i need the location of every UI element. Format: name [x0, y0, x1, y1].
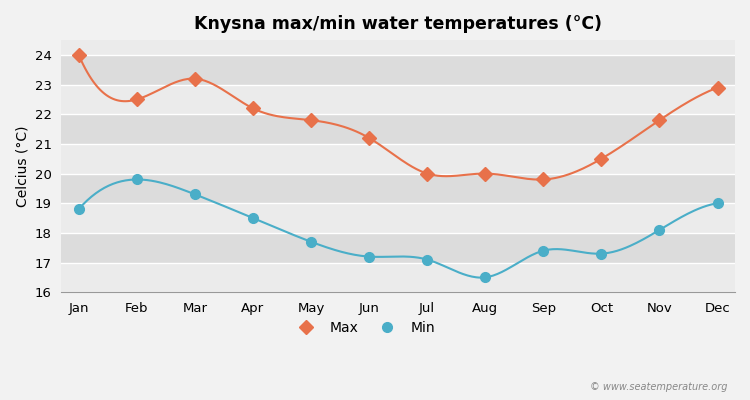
Y-axis label: Celcius (°C): Celcius (°C)	[15, 125, 29, 207]
Bar	[62, 233, 735, 262]
Bar	[62, 55, 735, 84]
Max	[190, 76, 200, 81]
Legend: Max, Min: Max, Min	[288, 316, 441, 341]
Min	[74, 207, 83, 212]
Min	[423, 257, 432, 262]
Min	[132, 177, 141, 182]
Min	[364, 254, 374, 259]
Bar	[62, 174, 735, 203]
Min	[713, 201, 722, 206]
Min	[190, 192, 200, 197]
Max	[538, 177, 548, 182]
Max	[307, 118, 316, 122]
Line: Max: Max	[74, 50, 722, 184]
Max	[655, 118, 664, 122]
Min	[248, 216, 257, 220]
Max	[423, 171, 432, 176]
Min	[538, 248, 548, 253]
Bar	[62, 114, 735, 144]
Bar	[62, 262, 735, 292]
Text: © www.seatemperature.org: © www.seatemperature.org	[590, 382, 728, 392]
Min	[655, 228, 664, 232]
Line: Min: Min	[74, 175, 722, 282]
Max	[74, 52, 83, 57]
Min	[597, 251, 606, 256]
Max	[481, 171, 490, 176]
Max	[713, 85, 722, 90]
Min	[481, 275, 490, 280]
Bar	[62, 144, 735, 174]
Bar	[62, 84, 735, 114]
Max	[248, 106, 257, 111]
Max	[364, 136, 374, 140]
Bar	[62, 203, 735, 233]
Min	[307, 239, 316, 244]
Title: Knysna max/min water temperatures (°C): Knysna max/min water temperatures (°C)	[194, 15, 602, 33]
Max	[597, 156, 606, 161]
Max	[132, 97, 141, 102]
